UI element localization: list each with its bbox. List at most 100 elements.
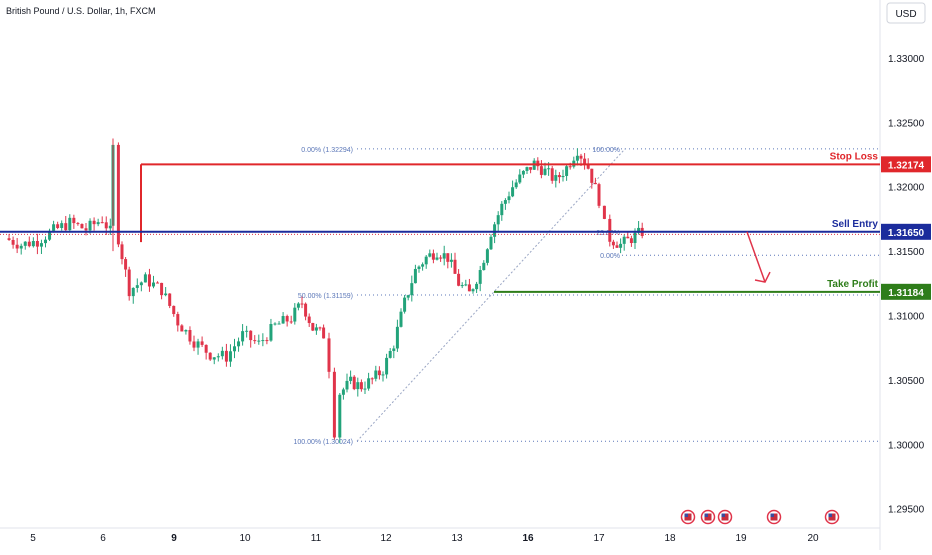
economic-event-icon[interactable] [700,509,716,525]
candle-body [356,382,360,390]
candle-body [399,311,403,327]
price-tick-label: 1.29500 [888,505,925,516]
candle-body [127,269,131,297]
candle-body [457,273,461,286]
candle-body [92,220,96,225]
candle-body [395,326,399,349]
candle-body [428,253,432,257]
candle-body [265,340,269,342]
price-badge[interactable] [881,156,931,173]
candle-body [180,325,184,332]
candle-body [593,182,597,185]
candle-body [471,289,475,292]
candle-body [626,236,630,239]
level-label: Sell Entry [832,219,879,230]
candle-body [529,167,533,170]
candle-body [568,166,572,168]
currency-button-frame[interactable] [886,2,926,24]
candle-body [289,321,293,323]
candle-body [48,230,52,240]
price-tick-label: 1.31500 [888,247,925,258]
economic-event-icon[interactable] [766,509,782,525]
candle-body [525,167,529,171]
economic-event-icons[interactable] [680,509,840,525]
candle-body [72,217,76,224]
price-badge[interactable] [881,223,931,240]
candle-body [124,259,128,270]
candle-body [493,224,497,237]
candle-body [485,249,489,263]
candle-body [475,283,479,290]
candle-body [184,330,188,332]
fib-level-label: 50.00% (1.31159) [298,293,353,300]
candle-body [27,241,31,247]
candle-body [139,282,143,286]
fib-level-label: 0.00% (1.32294) [301,147,353,154]
candle-body [35,241,39,247]
forecast-arrow-head [754,271,771,283]
candle-body [220,350,224,357]
candle-body [88,220,92,231]
candle-body [100,222,104,224]
candle-body [249,330,253,341]
price-tick-label: 1.32000 [888,183,925,194]
candle-body [245,330,249,332]
candle-body [300,303,304,305]
candle-body [637,227,641,233]
economic-event-icon[interactable] [824,509,840,525]
trade-levels[interactable]: Stop Loss 1.32174 Sell Entry 1.31650 Take Pr… [0,151,931,300]
candle-body [381,374,385,376]
fib-retracement-label: 23.60% [596,230,620,237]
price-badge-label: 1.31650 [888,228,925,239]
candle-body [377,370,381,376]
candle-body [439,257,443,259]
price-badge[interactable] [881,283,931,300]
candle-body [68,217,72,231]
candle-body [597,184,601,206]
candle-body [152,282,155,287]
candle-body [417,266,421,269]
candle-body [52,224,56,231]
candle-body [241,331,245,342]
candle-body [120,244,124,260]
price-tick-label: 1.33000 [888,54,925,65]
currency-button[interactable]: USD [886,2,926,24]
candle-body [304,303,308,317]
candle-body [554,175,558,181]
candle-body [467,284,471,292]
price-tick-label: 1.32500 [888,118,925,129]
candle-body [421,264,425,267]
candle-body [293,307,297,322]
candle-body [200,341,204,345]
candle-body [352,376,356,390]
candle-body [341,389,345,395]
candle-body [431,253,435,260]
candle-body [521,170,525,175]
level-label: Stop Loss [830,151,879,162]
time-axis[interactable]: 5 6 9 10 11 12 13 16 17 18 19 20 [30,533,819,544]
price-tick-label: 1.30500 [888,376,925,387]
candle-body [172,305,176,315]
candle-body [550,168,554,181]
forecast-arrow[interactable] [746,231,771,283]
candle-body [23,241,27,246]
economic-event-icon[interactable] [717,509,733,525]
candle-body [449,259,453,262]
forecast-arrow-shaft[interactable] [746,231,766,283]
time-tick-label: 20 [807,533,819,544]
candle-body [104,222,108,229]
price-axis[interactable]: 1.33000 1.32500 1.32000 1.31500 1.31000 1.305… [888,54,925,516]
economic-event-icon[interactable] [680,509,696,525]
candle-body [135,285,139,288]
price-tick-label: 1.31000 [888,312,925,323]
candle-body [518,174,522,183]
candle-body [446,253,450,262]
candle-body [424,256,428,265]
candle-body [196,341,200,348]
flag-canton [704,513,708,517]
time-tick-label: 9 [171,533,177,544]
time-tick-label: 19 [735,533,747,544]
candle-body [367,378,371,389]
candle-body [590,168,594,183]
